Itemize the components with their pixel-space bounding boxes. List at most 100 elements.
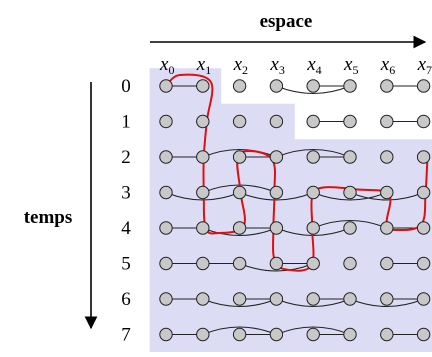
- node-t2-x6: [380, 150, 394, 164]
- column-label-x7: x7: [417, 54, 432, 77]
- row-label-6: 6: [121, 289, 131, 310]
- edge-row5-2-4: [239, 262, 314, 272]
- node-t7-x4: [306, 327, 320, 342]
- node-t3-x0: [159, 185, 173, 200]
- node-t4-x6: [380, 221, 394, 235]
- node-t7-x3: [269, 327, 284, 342]
- red-path: [165, 73, 429, 272]
- column-label-x2: x2: [233, 54, 248, 77]
- node-t0-x3: [269, 79, 284, 93]
- edge-row2-3-5: [276, 149, 351, 158]
- node-t2-x3: [269, 150, 284, 164]
- node-t1-x5: [343, 114, 357, 129]
- node-t3-x1: [196, 185, 210, 200]
- node-t0-x7: [416, 79, 431, 93]
- edge-row2-1-3: [202, 149, 277, 158]
- node-t3-x3: [269, 185, 284, 200]
- column-labels: x0 x1 x2 x3 x4 x5 x6 x7: [159, 54, 432, 77]
- node-t5-x0: [159, 256, 173, 271]
- row-label-0: 0: [121, 76, 131, 97]
- edge-row6-3-5: [276, 298, 351, 307]
- column-label-x1: x1: [196, 54, 211, 77]
- edge-row3-5-7: [349, 191, 424, 201]
- column-label-x0: x0: [159, 54, 174, 77]
- node-t4-x5: [343, 221, 357, 235]
- node-t6-x4: [306, 292, 320, 306]
- node-t0-x1: [196, 79, 210, 93]
- node-t2-x0: [159, 150, 173, 164]
- edge-row4-4-6: [312, 220, 388, 229]
- node-t4-x2: [232, 221, 247, 235]
- column-label-x3: x3: [269, 54, 284, 77]
- node-t6-x0: [159, 292, 173, 306]
- node-t6-x5: [343, 292, 357, 306]
- column-label-x6: x6: [380, 54, 395, 77]
- node-t7-x6: [380, 327, 394, 342]
- node-t6-x6: [380, 292, 394, 306]
- row-label-1: 1: [121, 112, 131, 133]
- node-t4-x7: [416, 221, 431, 235]
- node-t0-x0: [159, 79, 173, 93]
- edge-row7-1-3: [202, 326, 277, 336]
- node-t6-x2: [232, 292, 247, 306]
- node-t0-x2: [232, 79, 247, 93]
- node-t7-x7: [416, 327, 431, 342]
- node-t4-x3: [269, 221, 284, 235]
- row-label-7: 7: [121, 325, 131, 346]
- row-label-5: 5: [121, 254, 131, 275]
- node-t6-x7: [416, 292, 431, 306]
- node-t5-x2: [232, 256, 247, 271]
- node-t1-x7: [416, 114, 431, 129]
- row-labels: 0 1 2 3 4 5 6 7: [121, 76, 131, 346]
- node-t3-x5: [343, 185, 357, 200]
- node-t5-x7: [416, 256, 431, 271]
- node-t6-x1: [196, 292, 210, 306]
- edge-row7-3-5: [276, 326, 351, 336]
- node-t5-x3: [269, 256, 284, 271]
- node-t5-x6: [380, 256, 394, 271]
- row-label-2: 2: [121, 147, 131, 168]
- node-t3-x6: [380, 185, 394, 200]
- node-t7-x2: [232, 327, 247, 342]
- edge-row6-1-3: [202, 298, 277, 307]
- node-t4-x0: [159, 221, 173, 235]
- row-label-3: 3: [121, 183, 131, 204]
- red-trajectory-line: [165, 73, 429, 272]
- space-axis-title: espace: [260, 11, 313, 32]
- edge-row3-0-2: [165, 191, 240, 201]
- node-t5-x4: [306, 256, 320, 271]
- node-t7-x5: [343, 327, 357, 342]
- node-t2-x5: [343, 150, 357, 164]
- edge-row0-3-5: [276, 85, 351, 94]
- node-t1-x4: [306, 114, 320, 129]
- row-label-4: 4: [121, 218, 131, 239]
- node-t2-x4: [306, 150, 320, 164]
- column-label-x5: x5: [343, 54, 358, 77]
- node-t2-x1: [196, 150, 210, 164]
- node-t3-x7: [416, 185, 431, 200]
- nodes: [159, 79, 431, 342]
- node-t4-x1: [196, 221, 210, 235]
- node-t0-x6: [380, 79, 394, 93]
- node-t3-x4: [306, 185, 320, 200]
- node-t3-x2: [232, 185, 247, 200]
- edge-row3-2-4: [239, 191, 314, 201]
- node-t1-x6: [380, 114, 394, 129]
- node-t4-x4: [306, 221, 320, 235]
- node-t1-x2: [232, 114, 247, 129]
- node-t6-x3: [269, 292, 284, 306]
- node-t1-x0: [159, 114, 173, 129]
- node-t0-x4: [306, 79, 320, 93]
- node-t5-x5: [343, 256, 357, 271]
- node-t7-x0: [159, 327, 173, 342]
- node-t2-x2: [232, 150, 247, 164]
- edge-row4-1-3: [202, 227, 277, 236]
- node-t1-x3: [269, 114, 284, 129]
- column-label-x4: x4: [306, 54, 321, 77]
- edge-row3-4-6: [312, 191, 388, 201]
- node-t7-x1: [196, 327, 210, 342]
- edge-row6-5-7: [349, 298, 424, 307]
- node-t1-x1: [196, 114, 210, 129]
